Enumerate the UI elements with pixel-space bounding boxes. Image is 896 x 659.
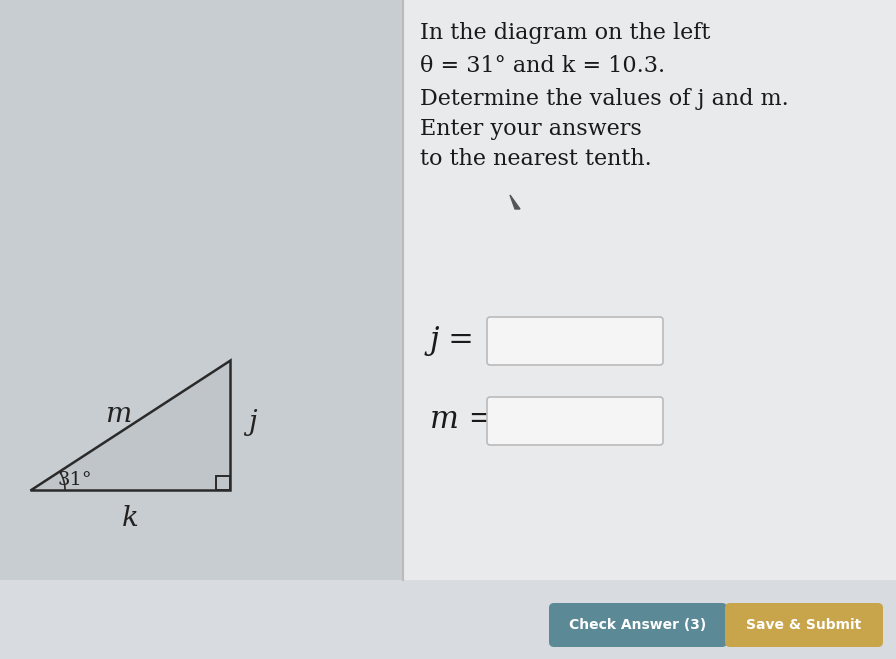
Text: k: k bbox=[122, 505, 139, 532]
Bar bbox=[0, 580, 896, 659]
Polygon shape bbox=[30, 360, 230, 490]
Bar bbox=[403, 0, 896, 659]
Text: Determine the values of j and m.: Determine the values of j and m. bbox=[420, 88, 788, 110]
Text: 31°: 31° bbox=[57, 471, 92, 489]
Text: Enter your answers: Enter your answers bbox=[420, 118, 642, 140]
Text: In the diagram on the left: In the diagram on the left bbox=[420, 22, 711, 44]
Text: m: m bbox=[105, 401, 131, 428]
Text: Check Answer (3): Check Answer (3) bbox=[569, 618, 707, 632]
Text: j =: j = bbox=[430, 324, 475, 355]
FancyBboxPatch shape bbox=[549, 603, 727, 647]
FancyBboxPatch shape bbox=[725, 603, 883, 647]
Polygon shape bbox=[510, 195, 520, 209]
Text: m =: m = bbox=[430, 405, 494, 436]
Text: j: j bbox=[247, 409, 256, 436]
FancyBboxPatch shape bbox=[487, 397, 663, 445]
FancyBboxPatch shape bbox=[487, 317, 663, 365]
Text: to the nearest tenth.: to the nearest tenth. bbox=[420, 148, 651, 170]
Text: Save & Submit: Save & Submit bbox=[746, 618, 862, 632]
Text: θ = 31° and k = 10.3.: θ = 31° and k = 10.3. bbox=[420, 55, 665, 77]
